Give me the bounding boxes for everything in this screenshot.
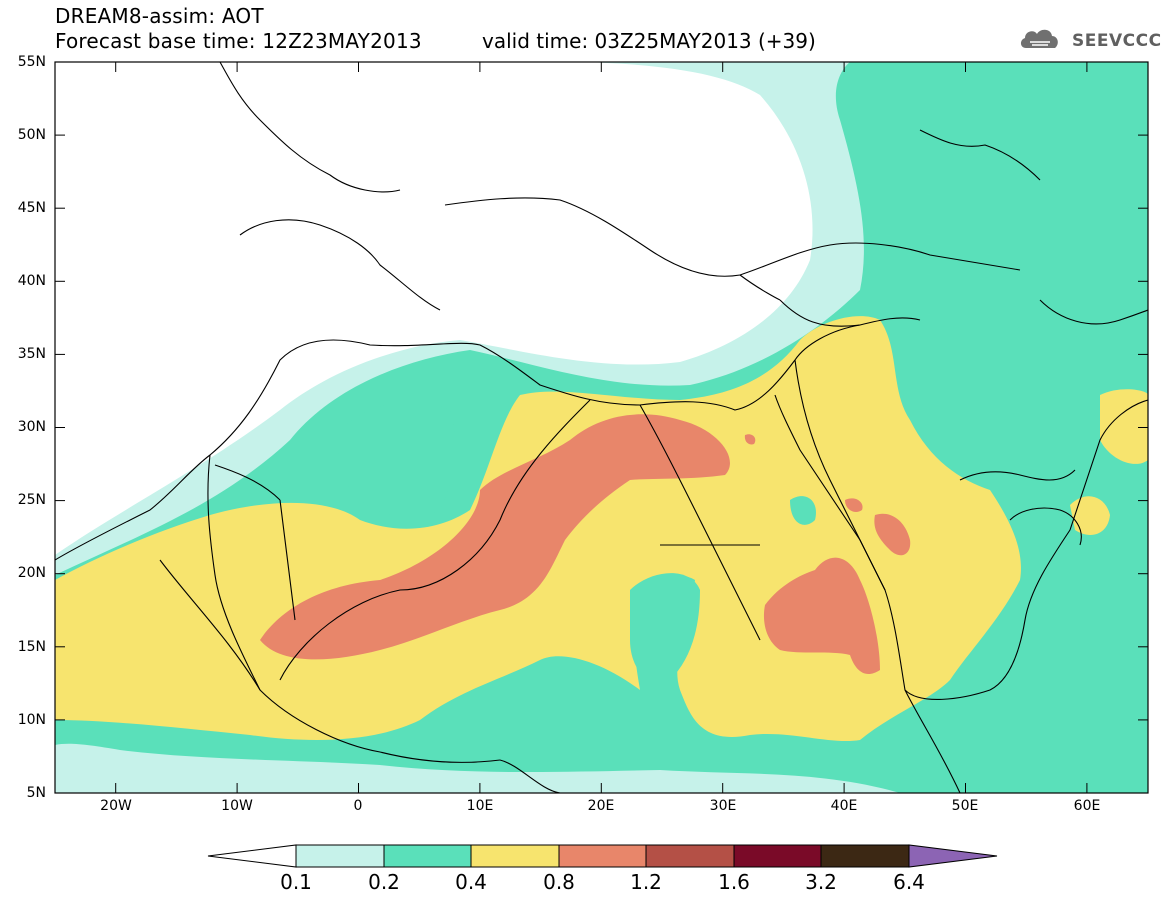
lon-label: 60E bbox=[1073, 798, 1101, 814]
lat-label: 15N bbox=[17, 639, 46, 655]
lon-label: 10E bbox=[466, 798, 494, 814]
colorbar-seg-2 bbox=[383, 844, 472, 868]
lat-label: 50N bbox=[17, 127, 46, 143]
axis-ticks bbox=[55, 61, 1148, 793]
colorbar-seg-4 bbox=[558, 844, 647, 868]
colorbar-seg-7 bbox=[820, 844, 910, 868]
lat-label: 20N bbox=[17, 565, 46, 581]
lon-label: 20E bbox=[587, 798, 615, 814]
colorbar-seg-5 bbox=[645, 844, 735, 868]
coastlines bbox=[55, 62, 1148, 793]
lat-label: 25N bbox=[17, 492, 46, 508]
colorbar-label: 0.8 bbox=[543, 870, 575, 894]
chart-title: DREAM8-assim: AOT bbox=[55, 4, 264, 28]
colorbar-low-arrow bbox=[207, 844, 297, 868]
colorbar-label: 1.6 bbox=[718, 870, 750, 894]
lon-label: 10W bbox=[221, 798, 253, 814]
aot-band-0.8 bbox=[260, 414, 730, 660]
base-time: Forecast base time: 12Z23MAY2013 bbox=[55, 29, 422, 53]
colorbar-label: 1.2 bbox=[630, 870, 662, 894]
colorbar-seg-3 bbox=[470, 844, 560, 868]
lat-label: 10N bbox=[17, 712, 46, 728]
colorbar-seg-1 bbox=[295, 844, 385, 868]
lon-label: 40E bbox=[830, 798, 858, 814]
colorbar-label: 6.4 bbox=[893, 870, 925, 894]
colorbar bbox=[207, 844, 998, 868]
cloud-icon bbox=[1020, 29, 1058, 48]
lat-label: 55N bbox=[17, 54, 46, 70]
lat-label: 35N bbox=[17, 346, 46, 362]
lat-label: 30N bbox=[17, 419, 46, 435]
valid-time: valid time: 03Z25MAY2013 (+39) bbox=[482, 29, 816, 53]
lon-label: 0 bbox=[353, 798, 363, 814]
logo-text: SEEVCCC bbox=[1072, 31, 1162, 51]
colorbar-label: 0.2 bbox=[368, 870, 400, 894]
colorbar-high-arrow bbox=[908, 844, 998, 868]
lat-label: 5N bbox=[26, 785, 46, 801]
lat-label: 45N bbox=[17, 200, 46, 216]
lon-label: 30E bbox=[709, 798, 737, 814]
colorbar-label: 0.1 bbox=[280, 870, 312, 894]
lon-label: 50E bbox=[951, 798, 979, 814]
colorbar-label: 0.4 bbox=[455, 870, 487, 894]
colorbar-label: 3.2 bbox=[805, 870, 837, 894]
colorbar-seg-6 bbox=[733, 844, 822, 868]
lon-label: 20W bbox=[100, 798, 132, 814]
lat-label: 40N bbox=[17, 273, 46, 289]
